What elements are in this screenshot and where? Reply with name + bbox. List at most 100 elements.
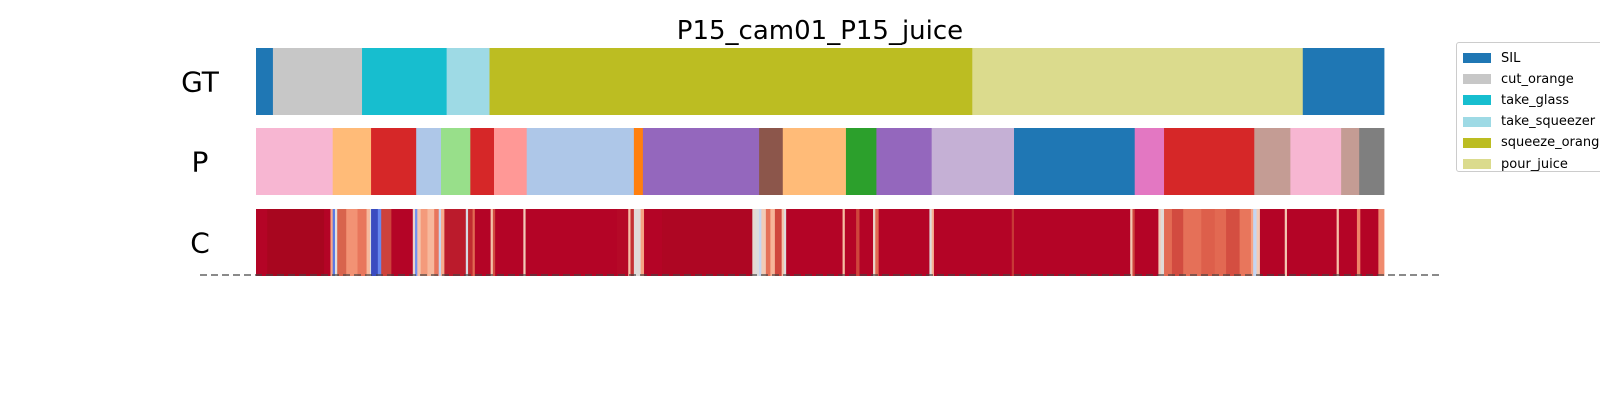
- segment-c-17: [420, 209, 428, 276]
- segment-c-10: [371, 209, 379, 276]
- segment-c-82: [1360, 209, 1379, 276]
- segment-c-42: [761, 209, 767, 276]
- segment-c-23: [465, 209, 469, 276]
- segment-c-36: [640, 209, 645, 276]
- segment-c-48: [786, 209, 843, 276]
- segment-c-60: [1014, 209, 1131, 276]
- legend-label: take_glass: [1501, 92, 1570, 108]
- segment-c-64: [1158, 209, 1162, 276]
- segment-c-41: [759, 209, 762, 276]
- segment-c-19: [434, 209, 440, 276]
- segment-p-14: [931, 128, 1015, 195]
- segment-gt-0: [256, 48, 274, 115]
- segment-c-30: [523, 209, 526, 276]
- legend-swatch: [1463, 95, 1491, 106]
- segment-c-24: [468, 209, 473, 276]
- segment-c-54: [875, 209, 880, 276]
- legend-label: cut_orange: [1501, 71, 1574, 87]
- segment-gt-4: [489, 48, 973, 115]
- segment-c-12: [381, 209, 392, 276]
- segment-c-26: [474, 209, 492, 276]
- segment-c-56: [929, 209, 933, 276]
- segment-p-17: [1164, 128, 1255, 195]
- segment-c-61: [1130, 209, 1133, 276]
- legend-item: take_squeezer: [1457, 112, 1600, 132]
- segment-c-80: [1338, 209, 1358, 276]
- segment-c-39: [752, 209, 757, 276]
- segment-c-67: [1171, 209, 1184, 276]
- segment-c-79: [1336, 209, 1340, 276]
- segment-c-31: [525, 209, 612, 276]
- segment-c-59: [1011, 209, 1015, 276]
- segment-c-29: [495, 209, 524, 276]
- legend-swatch: [1463, 137, 1491, 148]
- segment-c-52: [859, 209, 874, 276]
- segment-c-73: [1250, 209, 1254, 276]
- segment-gt-2: [362, 48, 448, 115]
- segment-p-0: [256, 128, 334, 195]
- segment-c-34: [630, 209, 635, 276]
- segment-gt-5: [972, 48, 1304, 115]
- segment-p-6: [494, 128, 528, 195]
- row-label-c: C: [190, 227, 210, 260]
- segment-gt-3: [446, 48, 490, 115]
- row-label-p: P: [192, 146, 209, 179]
- segment-c-28: [492, 209, 496, 276]
- segment-gt-6: [1302, 48, 1385, 115]
- chart-title: P15_cam01_P15_juice: [677, 16, 963, 46]
- segment-c-4: [334, 209, 338, 276]
- segment-p-16: [1134, 128, 1165, 195]
- legend-swatch: [1463, 53, 1491, 63]
- segment-c-57: [931, 209, 935, 276]
- segment-c-3: [332, 209, 336, 276]
- segment-c-37: [644, 209, 663, 276]
- segment-c-66: [1164, 209, 1173, 276]
- segment-p-19: [1290, 128, 1342, 195]
- segment-c-62: [1132, 209, 1136, 276]
- legend-label: squeeze_orange: [1501, 135, 1600, 151]
- segment-c-53: [873, 209, 876, 276]
- segment-c-7: [357, 209, 367, 276]
- segment-c-43: [765, 209, 771, 276]
- segment-c-76: [1259, 209, 1286, 276]
- segment-c-71: [1226, 209, 1241, 276]
- segment-c-6: [346, 209, 358, 276]
- segment-p-13: [876, 128, 933, 195]
- segment-c-74: [1253, 209, 1257, 276]
- segment-c-49: [842, 209, 846, 276]
- legend-item: squeeze_orange: [1457, 133, 1600, 153]
- segment-c-27: [490, 209, 494, 276]
- segment-c-44: [770, 209, 776, 276]
- segment-gt-1: [272, 48, 363, 115]
- segment-c-2: [330, 209, 334, 276]
- segment-c-40: [755, 209, 760, 276]
- segment-c-21: [440, 209, 445, 276]
- segment-p-12: [845, 128, 877, 195]
- segment-c-70: [1214, 209, 1227, 276]
- segment-c-77: [1284, 209, 1288, 276]
- segment-c-63: [1134, 209, 1159, 276]
- segment-c-45: [774, 209, 783, 276]
- segment-c-9: [369, 209, 372, 276]
- legend-item: take_glass: [1457, 90, 1600, 110]
- legend-item: cut_orange: [1457, 69, 1600, 89]
- segment-p-8: [633, 128, 644, 195]
- legend-swatch: [1463, 74, 1491, 85]
- segment-rows: GT P C: [181, 48, 1385, 276]
- legend-swatch: [1463, 159, 1491, 169]
- segment-p-7: [526, 128, 635, 195]
- segment-c-5: [337, 209, 347, 276]
- segment-c-25: [472, 209, 476, 276]
- segment-c-72: [1239, 209, 1252, 276]
- segment-c-38: [662, 209, 753, 276]
- segment-c-0: [256, 209, 268, 276]
- segment-c-83: [1378, 209, 1385, 276]
- segment-c-14: [412, 209, 416, 276]
- segment-p-5: [470, 128, 495, 195]
- segment-c-50: [844, 209, 857, 276]
- segment-p-9: [642, 128, 760, 195]
- segment-p-15: [1014, 128, 1136, 195]
- segment-c-69: [1201, 209, 1216, 276]
- segment-p-4: [440, 128, 471, 195]
